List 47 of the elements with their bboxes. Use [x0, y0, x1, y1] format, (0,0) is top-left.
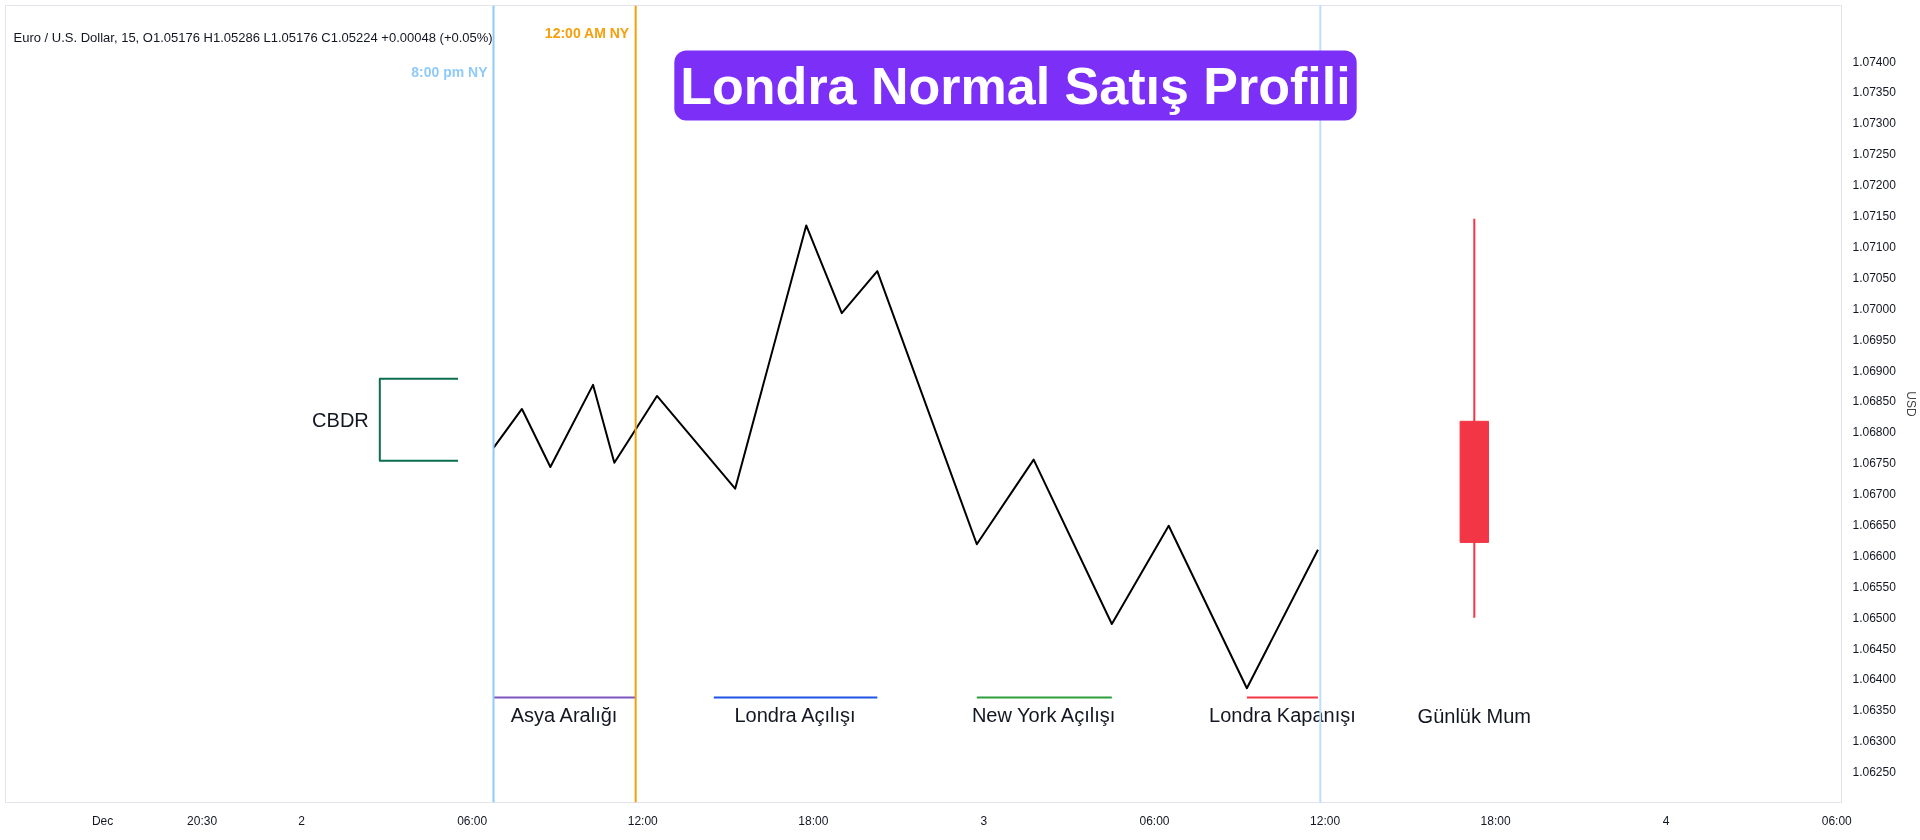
y-tick-label: 1.06750	[1852, 456, 1897, 471]
y-tick-label: 1.06300	[1852, 734, 1897, 749]
y-tick-label: 1.07150	[1852, 209, 1897, 224]
annotation: Euro / U.S. Dollar, 15, O1.05176 H1.05286 L1.05176 C1.05224 +0.00048 (+0.05%)	[13, 29, 493, 45]
x-tick-label: 12:00	[627, 813, 659, 828]
x-tick-label: 18:00	[1480, 813, 1511, 828]
y-tick-label: 1.06550	[1852, 579, 1897, 594]
y-tick-label: 1.06400	[1852, 672, 1897, 687]
series-label: Londra Kapanışı	[1209, 704, 1356, 727]
x-tick-label: Dec	[91, 813, 114, 828]
y-tick-label: 1.07100	[1852, 239, 1897, 254]
ref-line-label: 12:00 AM NY	[544, 25, 630, 42]
y-tick-label: 1.06650	[1852, 517, 1897, 532]
series-label: Londra Açılışı	[734, 704, 856, 727]
y-tick-label: 1.06800	[1852, 425, 1897, 440]
x-tick-label: 06:00	[457, 813, 488, 828]
ref-line-label: 8:00 pm NY	[411, 63, 489, 80]
x-tick-label: 12:00	[1310, 813, 1341, 828]
series-label: New York Açılışı	[971, 704, 1116, 727]
y-axis-title: USD	[1903, 391, 1918, 417]
series-label: Asya Aralığı	[510, 704, 618, 727]
y-tick-label: 1.06850	[1852, 394, 1897, 409]
y-tick-label: 1.06900	[1852, 363, 1897, 378]
y-tick-label: 1.06250	[1852, 765, 1897, 780]
y-tick-label: 1.06500	[1852, 610, 1897, 625]
y-tick-label: 1.07350	[1852, 85, 1897, 100]
x-tick-label: 3	[980, 813, 988, 828]
text: Londra Normal Satış Profili	[680, 56, 1351, 115]
y-tick-label: 1.06700	[1852, 487, 1897, 502]
y-tick-label: 1.07400	[1852, 54, 1897, 69]
annotation: Günlük Mum	[1417, 704, 1531, 727]
x-tick-label: 18:00	[798, 813, 829, 828]
y-tick-label: 1.06450	[1852, 641, 1897, 656]
x-tick-label: 4	[1662, 813, 1670, 828]
y-tick-label: 1.06600	[1852, 548, 1897, 563]
series-label: CBDR	[312, 408, 369, 431]
x-tick-label: 20:30	[187, 813, 218, 828]
y-tick-label: 1.07000	[1852, 301, 1897, 316]
y-tick-label: 1.06350	[1852, 703, 1897, 718]
x-tick-label: 2	[298, 813, 306, 828]
x-tick-label: 06:00	[1139, 813, 1170, 828]
x-tick-label: 06:00	[1821, 813, 1853, 828]
y-tick-label: 1.07250	[1852, 147, 1897, 162]
y-tick-label: 1.07050	[1852, 270, 1897, 285]
y-tick-label: 1.07300	[1852, 116, 1897, 131]
y-tick-label: 1.07200	[1852, 178, 1897, 193]
y-tick-label: 1.06950	[1852, 332, 1897, 347]
